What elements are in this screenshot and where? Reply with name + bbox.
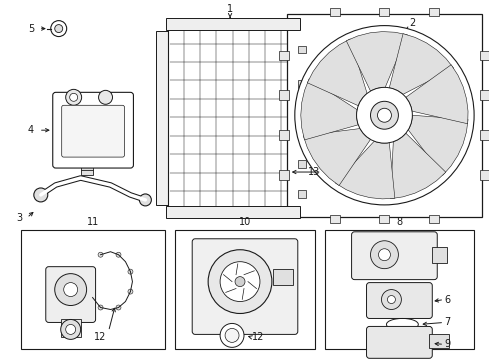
Bar (429, 334, 449, 348)
Bar (279, 90, 289, 100)
Bar (175, 230, 315, 349)
Circle shape (64, 283, 77, 297)
Text: 9: 9 (444, 339, 450, 349)
Text: 2: 2 (409, 18, 416, 28)
Circle shape (140, 194, 151, 206)
Circle shape (116, 305, 121, 310)
Bar (298, 190, 306, 198)
Circle shape (208, 250, 272, 314)
Circle shape (388, 296, 395, 303)
Bar (429, 215, 439, 223)
Circle shape (390, 32, 399, 42)
Bar (480, 130, 490, 140)
Circle shape (378, 249, 391, 261)
Text: 10: 10 (239, 217, 251, 227)
Text: 8: 8 (396, 217, 402, 227)
Polygon shape (346, 32, 407, 91)
Text: 1: 1 (227, 4, 233, 14)
Circle shape (66, 324, 75, 334)
Bar (298, 160, 306, 168)
Bar (287, 14, 482, 217)
Bar (298, 45, 306, 54)
Bar (166, 18, 300, 30)
Circle shape (55, 24, 63, 32)
FancyBboxPatch shape (352, 232, 437, 280)
Bar (81, 165, 93, 175)
Polygon shape (307, 39, 367, 106)
Circle shape (128, 289, 133, 294)
Bar (480, 50, 490, 60)
Circle shape (355, 50, 365, 60)
Circle shape (98, 305, 103, 310)
Bar (379, 215, 390, 223)
Polygon shape (391, 133, 446, 199)
Text: 3: 3 (16, 213, 22, 223)
Circle shape (51, 21, 67, 37)
Bar (279, 130, 289, 140)
Bar (279, 170, 289, 180)
Text: 11: 11 (86, 217, 98, 227)
Bar (480, 90, 490, 100)
Circle shape (357, 87, 413, 143)
FancyBboxPatch shape (367, 327, 432, 358)
Text: 7: 7 (444, 318, 450, 328)
Polygon shape (389, 34, 454, 94)
Circle shape (382, 289, 401, 310)
Circle shape (70, 93, 77, 101)
Circle shape (116, 252, 121, 257)
Bar (21, 230, 165, 349)
Bar (330, 8, 340, 15)
Circle shape (61, 319, 81, 339)
Polygon shape (408, 115, 468, 175)
Bar (330, 215, 340, 223)
Circle shape (34, 188, 48, 202)
Circle shape (98, 90, 113, 104)
Circle shape (225, 328, 239, 342)
Text: 4: 4 (28, 125, 34, 135)
Polygon shape (303, 129, 370, 185)
Circle shape (220, 323, 244, 347)
Circle shape (377, 108, 392, 122)
Circle shape (370, 241, 398, 269)
Bar (298, 105, 312, 125)
Bar (379, 8, 390, 15)
Text: 5: 5 (28, 24, 34, 33)
Text: 13: 13 (308, 167, 320, 177)
Bar (325, 230, 474, 349)
Circle shape (370, 101, 398, 129)
Circle shape (55, 274, 87, 306)
FancyBboxPatch shape (367, 283, 432, 319)
Circle shape (66, 89, 82, 105)
Circle shape (235, 276, 245, 287)
Bar (166, 206, 300, 218)
Bar (168, 26, 298, 210)
Circle shape (128, 269, 133, 274)
Circle shape (220, 262, 260, 302)
Bar (432, 247, 447, 263)
Polygon shape (406, 65, 468, 124)
FancyBboxPatch shape (46, 267, 96, 323)
Text: 12: 12 (252, 332, 264, 342)
Text: 6: 6 (444, 294, 450, 305)
Polygon shape (301, 79, 358, 140)
FancyBboxPatch shape (53, 92, 133, 168)
Polygon shape (336, 141, 395, 199)
FancyBboxPatch shape (62, 105, 124, 157)
Bar (480, 170, 490, 180)
Circle shape (295, 26, 474, 205)
FancyBboxPatch shape (192, 239, 298, 334)
Text: 12: 12 (95, 332, 107, 342)
Bar (61, 319, 81, 337)
Bar (298, 80, 306, 88)
Bar (298, 120, 306, 128)
Bar (279, 50, 289, 60)
Bar (156, 31, 171, 205)
Bar (429, 8, 439, 15)
Circle shape (98, 252, 103, 257)
Bar (273, 269, 293, 285)
